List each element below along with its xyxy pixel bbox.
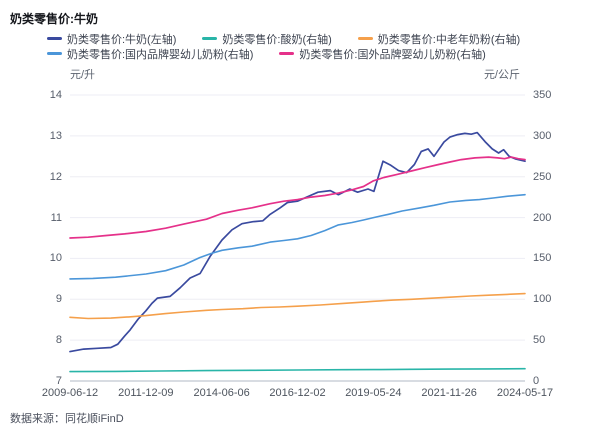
series-line — [69, 131, 526, 353]
y-axis-tick-left: 13 — [49, 129, 62, 142]
series-line — [69, 292, 526, 320]
legend-swatch-icon — [47, 37, 62, 40]
y-axis-tick-right: 0 — [533, 375, 540, 387]
y-axis-tick-left: 7 — [55, 375, 62, 387]
right-axis-unit: 元/公斤 — [483, 69, 520, 81]
legend-label: 奶类零售价:国外品牌婴幼儿奶粉(右轴) — [299, 48, 486, 61]
y-axis-tick-right: 350 — [533, 89, 552, 101]
legend-swatch-icon — [357, 37, 373, 40]
chart-legend: 奶类零售价:牛奶(左轴) 奶类零售价:酸奶(右轴) 奶类零售价:中老年奶粉(右轴) … — [47, 31, 520, 61]
y-axis-tick-left: 14 — [49, 89, 62, 101]
x-axis-tick: 2024-05-17 — [496, 387, 554, 399]
x-axis-tick: 2009-06-12 — [41, 387, 99, 399]
y-axis-tick-left: 10 — [49, 252, 62, 265]
y-axis-tick-right: 200 — [533, 211, 552, 224]
legend-item[interactable]: 奶类零售价:牛奶(左轴) — [47, 31, 176, 47]
x-axis-tick: 2021-11-26 — [421, 387, 477, 399]
legend-item[interactable]: 奶类零售价:中老年奶粉(右轴) — [357, 31, 521, 47]
series-line — [69, 156, 526, 239]
x-axis-tick: 2019-05-24 — [345, 387, 402, 399]
x-axis-tick: 2016-12-02 — [269, 387, 326, 399]
x-axis-tick: 2011-12-09 — [118, 387, 174, 399]
legend-label: 奶类零售价:中老年奶粉(右轴) — [377, 33, 521, 46]
x-axis-tick: 2014-06-06 — [193, 387, 250, 399]
series-line — [69, 367, 526, 373]
legend-label: 奶类零售价:国内品牌婴幼儿奶粉(右轴) — [67, 48, 254, 61]
legend-row: 奶类零售价:国内品牌婴幼儿奶粉(右轴) 奶类零售价:国外品牌婴幼儿奶粉(右轴) — [47, 46, 520, 61]
y-axis-tick-left: 12 — [49, 170, 62, 183]
legend-label: 奶类零售价:牛奶(左轴) — [67, 33, 177, 46]
legend-item[interactable]: 奶类零售价:国外品牌婴幼儿奶粉(右轴) — [279, 46, 486, 62]
data-source: 数据来源：同花顺iFinD — [10, 413, 124, 425]
y-axis-tick-right: 300 — [533, 129, 552, 142]
legend-label: 奶类零售价:酸奶(右轴) — [222, 33, 332, 46]
legend-item[interactable]: 奶类零售价:酸奶(右轴) — [202, 31, 332, 47]
legend-swatch-icon — [202, 37, 218, 40]
y-axis-tick-left: 8 — [55, 334, 62, 347]
y-axis-tick-left: 11 — [50, 211, 62, 224]
y-axis-tick-right: 50 — [533, 334, 546, 347]
legend-item[interactable]: 奶类零售价:国内品牌婴幼儿奶粉(右轴) — [47, 46, 253, 62]
legend-swatch-icon — [279, 52, 295, 55]
legend-swatch-icon — [47, 52, 62, 55]
series-line — [69, 193, 526, 280]
y-axis-tick-right: 250 — [533, 170, 552, 183]
y-axis-tick-right: 150 — [533, 252, 552, 265]
y-axis-tick-right: 100 — [533, 293, 552, 306]
y-axis-tick-left: 9 — [55, 293, 62, 306]
page-title: 奶类零售价:牛奶 — [10, 12, 98, 26]
left-axis-unit: 元/升 — [70, 69, 96, 81]
legend-row: 奶类零售价:牛奶(左轴) 奶类零售价:酸奶(右轴) 奶类零售价:中老年奶粉(右轴) — [47, 31, 520, 46]
